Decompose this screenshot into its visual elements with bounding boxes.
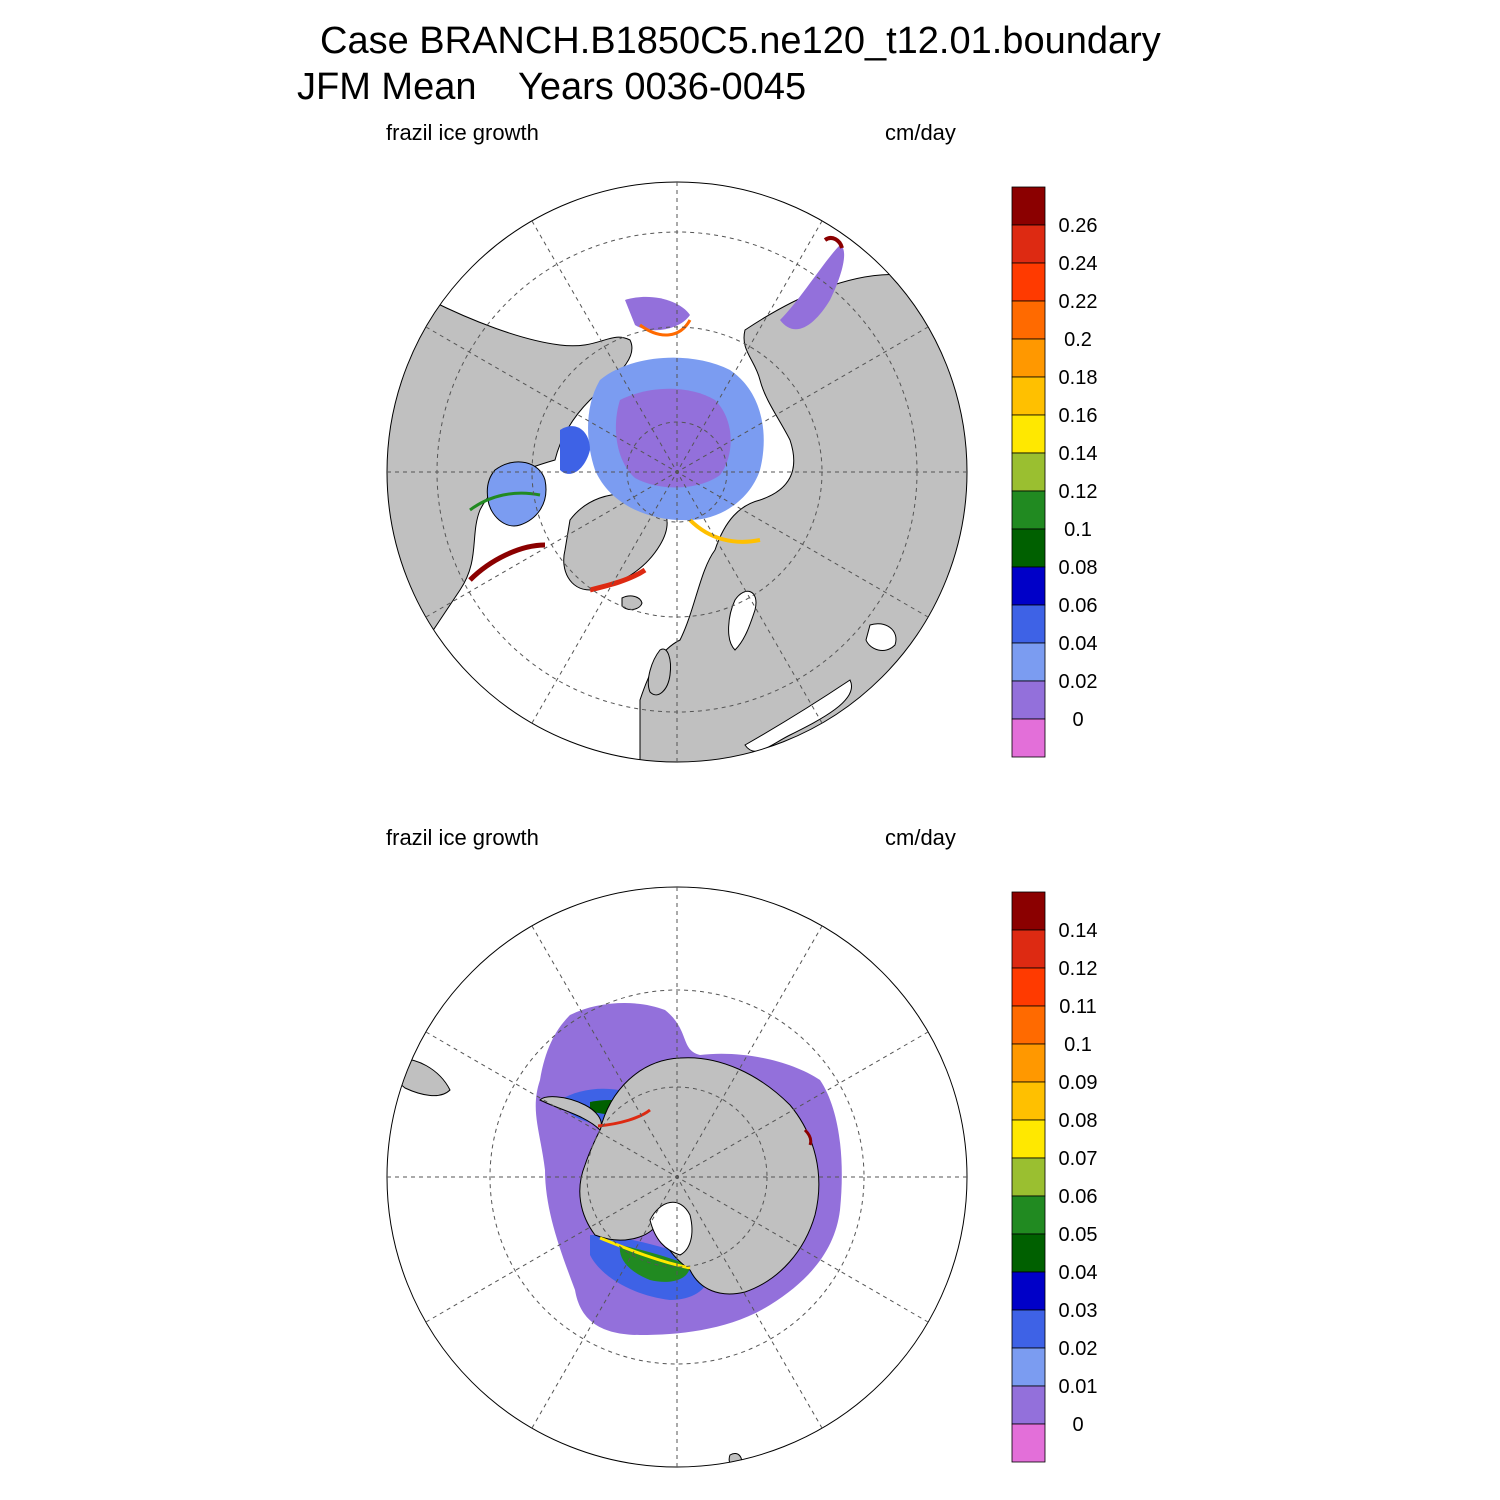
south-colorbar-box-3 (1011, 1005, 1046, 1045)
south-colorbar-box-2 (1011, 967, 1046, 1007)
south-colorbar-box-9 (1011, 1233, 1046, 1273)
south-colorbar-box-7 (1011, 1157, 1046, 1197)
barents-margin (688, 518, 761, 544)
north-colorbar-label-13: 0 (1072, 709, 1083, 731)
north-colorbar-box-3 (1011, 300, 1046, 340)
south-colorbar-label-7: 0.06 (1059, 1186, 1098, 1208)
south-units-label: cm/day (885, 825, 956, 850)
ross-margin (599, 1236, 691, 1270)
south-colorbar-label-0: 0.14 (1059, 920, 1098, 942)
south-left-label: frazil ice growth (386, 825, 539, 850)
north-colorbar-label-5: 0.16 (1059, 405, 1098, 427)
years-label: Years 0036-0045 (518, 66, 807, 108)
okhotsk-margin (823, 236, 844, 249)
north-colorbar-box-5 (1011, 376, 1046, 416)
south-colorbar-box-13 (1011, 1385, 1046, 1425)
south-colorbar-label-5: 0.08 (1059, 1110, 1098, 1132)
south-colorbar-label-1: 0.12 (1059, 958, 1098, 980)
south-colorbar-label-2: 0.11 (1059, 996, 1096, 1018)
east-margin (803, 1128, 813, 1146)
south-colorbar-box-5 (1011, 1081, 1046, 1121)
caspian-sea (865, 623, 897, 651)
south-colorbar-label-12: 0.01 (1059, 1376, 1098, 1398)
north-left-label: frazil ice growth (386, 120, 539, 145)
north-units-label: cm/day (885, 120, 956, 145)
baffin-ice (560, 426, 590, 474)
north-colorbar-label-6: 0.14 (1059, 443, 1098, 465)
greenland-sea-margin (589, 567, 647, 593)
north-colorbar-box-0 (1011, 186, 1046, 226)
season-label: JFM Mean (297, 66, 477, 108)
south-graticule (387, 887, 967, 1467)
labrador-margin (468, 542, 546, 582)
ross-ice-shelf (649, 1201, 693, 1256)
south-colorbar-box-6 (1011, 1119, 1046, 1159)
north-colorbar-label-11: 0.04 (1059, 633, 1098, 655)
north-colorbar-box-7 (1011, 452, 1046, 492)
north-colorbar-box-6 (1011, 414, 1046, 454)
figure-title: Case BRANCH.B1850C5.ne120_t12.01.boundar… (320, 20, 1161, 62)
south-colorbar-label-11: 0.02 (1059, 1338, 1098, 1360)
north-colorbar-label-1: 0.24 (1059, 253, 1098, 275)
south-colorbar-label-3: 0.1 (1064, 1034, 1092, 1056)
south-colorbar-box-11 (1011, 1309, 1046, 1349)
bering-ice (625, 296, 690, 331)
north-colorbar: 0.26 0.24 0.22 0.2 0.18 0.16 0.14 0.12 0.1 0.08 0.… (1011, 186, 1098, 758)
north-colorbar-label-4: 0.18 (1059, 367, 1098, 389)
bering-margin (639, 319, 692, 337)
south-colorbar-box-10 (1011, 1271, 1046, 1311)
north-colorbar-label-0: 0.26 (1059, 215, 1098, 237)
south-colorbar-label-13: 0 (1072, 1414, 1083, 1436)
figure-subtitle: JFM Mean Years 0036-0045 (297, 66, 806, 109)
north-colorbar-label-9: 0.08 (1059, 557, 1098, 579)
baltic-sea (728, 590, 757, 651)
nw-passage-margin (469, 491, 541, 512)
north-colorbar-box-2 (1011, 262, 1046, 302)
south-colorbar-label-9: 0.04 (1059, 1262, 1098, 1284)
north-colorbar-label-12: 0.02 (1059, 671, 1098, 693)
north-colorbar-box-14 (1011, 718, 1046, 758)
south-colorbar-box-4 (1011, 1043, 1046, 1083)
south-colorbar-box-14 (1011, 1423, 1046, 1463)
north-polar-map (386, 181, 968, 763)
north-colorbar-box-12 (1011, 642, 1046, 682)
south-colorbar-label-10: 0.03 (1059, 1300, 1098, 1322)
iceland-land (621, 595, 643, 611)
ross-ice-core (619, 1245, 690, 1282)
mediterranean-sea (744, 679, 853, 752)
north-colorbar-box-1 (1011, 224, 1046, 264)
north-colorbar-box-11 (1011, 604, 1046, 644)
south-colorbar-label-8: 0.05 (1059, 1224, 1098, 1246)
antarctic-peninsula (539, 1096, 602, 1131)
greenland-land (563, 493, 668, 591)
north-colorbar-box-13 (1011, 680, 1046, 720)
south-colorbar-label-4: 0.09 (1059, 1072, 1098, 1094)
north-colorbar-label-7: 0.12 (1059, 481, 1098, 503)
south-colorbar-box-0 (1011, 891, 1046, 931)
north-colorbar-label-2: 0.22 (1059, 291, 1098, 313)
north-colorbar-box-9 (1011, 528, 1046, 568)
north-colorbar-label-3: 0.2 (1064, 329, 1092, 351)
north-colorbar-box-4 (1011, 338, 1046, 378)
south-polar-map (386, 886, 968, 1468)
south-colorbar: 0.14 0.12 0.11 0.1 0.09 0.08 0.07 0.06 0.05 0.04 0… (1011, 891, 1098, 1463)
north-colorbar-box-10 (1011, 566, 1046, 606)
north-colorbar-label-8: 0.1 (1064, 519, 1092, 541)
south-colorbar-box-1 (1011, 929, 1046, 969)
north-graticule (387, 182, 967, 762)
britain-land (647, 648, 671, 696)
south-colorbar-box-8 (1011, 1195, 1046, 1235)
north-colorbar-label-10: 0.06 (1059, 595, 1098, 617)
north-colorbar-box-8 (1011, 490, 1046, 530)
okhotsk-ice (780, 245, 845, 330)
south-colorbar-label-6: 0.07 (1059, 1148, 1098, 1170)
south-colorbar-box-12 (1011, 1347, 1046, 1387)
arctic-ice-core (615, 388, 731, 488)
